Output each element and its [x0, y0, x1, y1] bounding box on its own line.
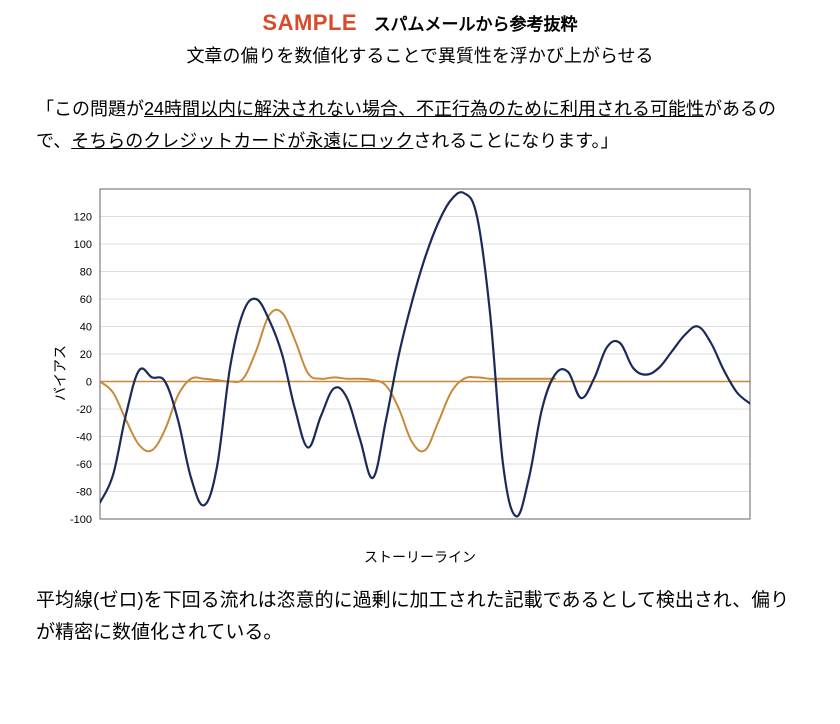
svg-text:-60: -60 — [76, 459, 92, 471]
chart-container: バイアス -100 -80 -60 -40 -20 0 20 40 60 80 100 120 ストー… — [40, 179, 800, 567]
chart-ylabel: バイアス — [50, 345, 70, 401]
svg-text:120: 120 — [74, 212, 92, 224]
svg-text:-40: -40 — [76, 432, 92, 444]
svg-text:60: 60 — [80, 294, 92, 306]
header: SAMPLE スパムメールから参考抜粋 — [30, 10, 810, 36]
svg-text:0: 0 — [86, 377, 92, 389]
svg-text:-80: -80 — [76, 487, 92, 499]
svg-text:80: 80 — [80, 267, 92, 279]
svg-text:-100: -100 — [70, 514, 92, 526]
quote-underline-1: 24時間以内に解決されない場合、不正行為のために利用される可能性 — [144, 99, 704, 119]
quote-post: されることになります。」 — [413, 131, 618, 151]
quote-pre: 「この問題が — [36, 99, 144, 119]
line-chart: -100 -80 -60 -40 -20 0 20 40 60 80 100 120 — [40, 179, 760, 539]
svg-text:20: 20 — [80, 349, 92, 361]
svg-text:40: 40 — [80, 322, 92, 334]
quote-underline-2: そちらのクレジットカードが永遠にロック — [71, 131, 413, 151]
footer-note: 平均線(ゼロ)を下回る流れは恣意的に過剰に加工された記載であるとして検出され、偏… — [36, 585, 804, 650]
sample-tag: SAMPLE — [262, 10, 357, 36]
svg-text:-20: -20 — [76, 404, 92, 416]
lead-text: 文章の偏りを数値化することで異質性を浮かび上がらせる — [30, 42, 810, 68]
quote-block: 「この問題が24時間以内に解決されない場合、不正行為のために利用される可能性があ… — [36, 94, 804, 157]
sample-subtitle: スパムメールから参考抜粋 — [374, 10, 578, 35]
chart-xlabel: ストーリーライン — [40, 547, 800, 567]
svg-text:100: 100 — [74, 239, 92, 251]
